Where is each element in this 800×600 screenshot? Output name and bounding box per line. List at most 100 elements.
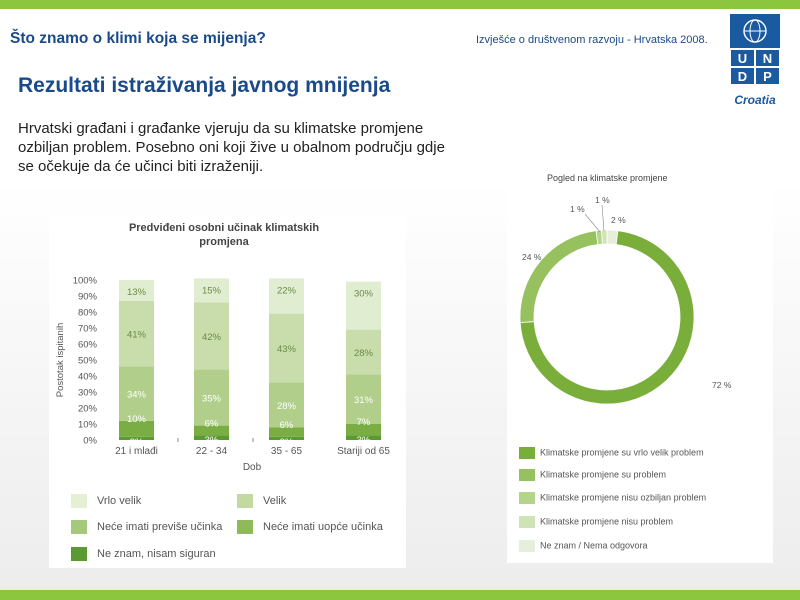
x-tick-label: 21 i mlađi — [115, 446, 158, 457]
y-axis-label: Postotak ispitanih — [55, 323, 66, 397]
y-tick-label: 60% — [78, 340, 98, 351]
data-label: 7% — [357, 417, 371, 428]
legend-label: Ne znam / Nema odgovora — [540, 540, 648, 551]
y-tick-label: 30% — [78, 388, 98, 399]
leader-line — [601, 204, 605, 232]
data-label: 6% — [205, 419, 219, 430]
data-label: 13% — [127, 287, 147, 298]
bar-segment — [119, 300, 154, 367]
donut-legend-item-3: Klimatske promjene nisu ozbiljan problem — [519, 492, 706, 504]
logo-letter-n: N — [763, 51, 772, 66]
legend-label: Vrlo velik — [97, 494, 142, 507]
data-label: 72 % — [712, 380, 732, 390]
legend-item-ne-znam: Ne znam, nisam siguran — [71, 547, 216, 561]
y-tick-label: 10% — [78, 420, 98, 431]
bar-segment — [346, 281, 381, 330]
data-label: 1 % — [570, 204, 585, 214]
legend-label: Klimatske promjene su problem — [540, 469, 667, 480]
logo-letter-p: P — [763, 69, 772, 84]
data-label: 31% — [354, 395, 374, 406]
legend-label: Ne znam, nisam siguran — [97, 547, 216, 560]
bar-segment — [194, 369, 229, 426]
bar-segment — [119, 436, 154, 440]
legend-item-velik: Velik — [237, 494, 286, 508]
donut-legend-item-2: Klimatske promjene su problem — [519, 469, 666, 481]
bar-segment — [119, 280, 154, 301]
bar-segment — [194, 435, 229, 440]
x-tick-label: Stariji od 65 — [337, 446, 390, 457]
data-label: 30% — [354, 289, 374, 300]
bar-segment — [346, 424, 381, 436]
bar-segment — [194, 302, 229, 370]
legend-swatch — [519, 492, 535, 504]
data-label: 10% — [127, 414, 147, 425]
data-label: 3% — [205, 435, 219, 446]
data-label: 6% — [280, 420, 294, 431]
legend-label: Neće imati previše učinka — [97, 520, 223, 533]
bottom-accent-bar — [0, 590, 800, 600]
legend-swatch — [71, 520, 87, 534]
section-subtitle: Rezultati istraživanja javnog mnijenja — [18, 74, 391, 97]
bar-segment — [194, 278, 229, 303]
legend-swatch — [237, 520, 253, 534]
data-label: 28% — [277, 401, 297, 412]
legend-label: Neće imati uopće učinka — [263, 520, 383, 533]
data-label: 3% — [357, 435, 371, 446]
logo-croatia: Croatia — [734, 93, 776, 107]
y-tick-label: 100% — [73, 276, 98, 287]
donut-chart: 72 %24 %1 %1 %2 % — [519, 195, 732, 405]
donut-chart-panel: Pogled na klimatske promjene 72 % 24 % 1 %… — [507, 166, 773, 563]
body-paragraph: Hrvatski građani i građanke vjeruju da s… — [18, 120, 445, 175]
bar-segment — [269, 382, 304, 428]
donut-slice — [601, 229, 608, 245]
legend-swatch — [71, 547, 87, 561]
bar-segment — [346, 329, 381, 375]
bar-segment — [269, 427, 304, 437]
legend-label: Klimatske promjene nisu ozbiljan problem — [540, 492, 707, 503]
undp-logo: U N D P Croatia — [730, 14, 780, 107]
legend-item-vrlo-velik: Vrlo velik — [71, 494, 141, 508]
x-tick-label: 22 - 34 — [196, 446, 228, 457]
bar-segment — [269, 436, 304, 440]
y-tick-label: 50% — [78, 356, 98, 367]
x-tick-label: 35 - 65 — [271, 446, 303, 457]
legend-swatch — [519, 516, 535, 528]
y-tick-label: 40% — [78, 372, 98, 383]
data-label: 2 % — [611, 215, 626, 225]
data-label: 34% — [127, 390, 147, 401]
donut-legend-item-1: Klimatske promjene su vrlo velik problem — [519, 447, 704, 459]
data-label: 42% — [202, 332, 222, 343]
data-label: 22% — [277, 285, 297, 296]
bar-segment — [346, 435, 381, 440]
legend-label: Velik — [263, 494, 287, 507]
data-label: 43% — [277, 344, 297, 355]
y-tick-label: 20% — [78, 404, 98, 415]
legend-swatch — [71, 494, 87, 508]
donut-legend-item-5: Ne znam / Nema odgovora — [519, 540, 648, 552]
legend-item-uopce: Neće imati uopće učinka — [237, 520, 383, 534]
data-label: 2% — [280, 437, 294, 448]
bar-segment — [194, 425, 229, 436]
legend-swatch — [519, 447, 535, 459]
leader-line — [584, 213, 601, 233]
bar-segment — [346, 374, 381, 424]
legend-swatch — [237, 494, 253, 508]
legend-label: Klimatske promjene nisu problem — [540, 516, 674, 527]
bar-chart-panel: Predviđeni osobni učinak klimatskih prom… — [49, 215, 406, 568]
data-label: 35% — [202, 394, 222, 405]
legend-item-previse: Neće imati previše učinka — [71, 520, 222, 534]
data-label: 2% — [130, 437, 144, 448]
data-label: 41% — [127, 330, 147, 341]
donut-slice — [519, 230, 599, 323]
y-tick-label: 0% — [83, 436, 97, 447]
bar-segment — [269, 278, 304, 314]
donut-chart-title: Pogled na klimatske promjene — [547, 173, 668, 183]
slide-title: Što znamo o klimi koja se mijenja? — [10, 30, 266, 47]
report-title: Izvješće o društvenom razvoju - Hrvatska… — [476, 34, 708, 46]
data-label: 24 % — [522, 252, 542, 262]
donut-legend-item-4: Klimatske promjene nisu problem — [519, 516, 673, 528]
bar-segment — [119, 420, 154, 437]
bar-segment — [119, 366, 154, 421]
bar-chart-title: Predviđeni osobni učinak klimatskih prom… — [128, 222, 320, 248]
y-tick-label: 70% — [78, 324, 98, 335]
